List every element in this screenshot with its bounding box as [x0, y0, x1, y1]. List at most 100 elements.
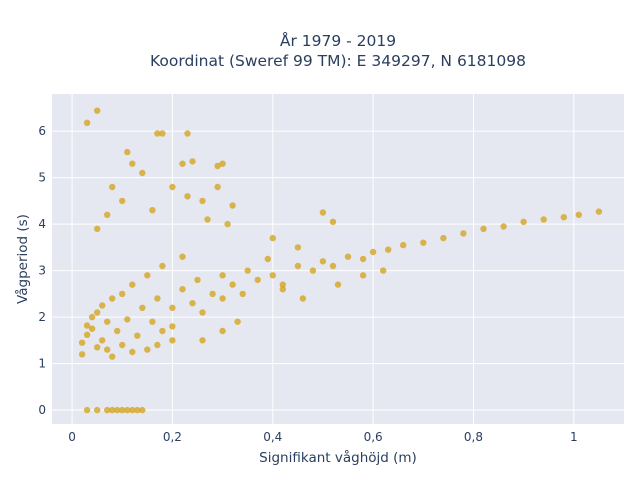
- data-point: [134, 406, 141, 414]
- data-point: [124, 316, 131, 323]
- data-point: [540, 216, 547, 223]
- data-point: [269, 272, 276, 279]
- x-axis-title: Signifikant våghöjd (m): [259, 449, 417, 466]
- data-point: [129, 160, 136, 167]
- data-point: [179, 286, 186, 293]
- data-point: [94, 309, 101, 316]
- x-tick-label: 0,4: [263, 430, 282, 444]
- data-point: [139, 169, 146, 177]
- data-point: [169, 323, 176, 330]
- data-point: [104, 346, 111, 353]
- x-axis-ticks: 0 0,2 0,4 0,6 0,8 1: [68, 430, 577, 444]
- data-point: [154, 130, 161, 137]
- data-point: [400, 241, 407, 249]
- data-point: [94, 225, 101, 232]
- data-point: [279, 281, 286, 288]
- data-point: [319, 258, 327, 265]
- data-point: [94, 107, 101, 114]
- data-point: [149, 207, 156, 214]
- data-point: [279, 286, 286, 293]
- data-point: [264, 255, 271, 263]
- data-point: [94, 344, 101, 351]
- data-point: [109, 183, 116, 191]
- data-point: [159, 327, 166, 335]
- data-point: [149, 318, 156, 325]
- data-point: [199, 309, 206, 316]
- data-point: [109, 295, 116, 302]
- data-point: [159, 262, 166, 270]
- data-point: [239, 290, 246, 298]
- data-point: [154, 341, 161, 349]
- data-point: [254, 276, 261, 284]
- data-point: [124, 406, 131, 414]
- data-point: [83, 406, 91, 414]
- y-tick-label: 3: [38, 264, 46, 278]
- y-tick-label: 0: [38, 403, 46, 417]
- data-points: [78, 107, 603, 414]
- data-point: [219, 327, 226, 335]
- data-point: [119, 290, 126, 298]
- data-point: [139, 304, 146, 311]
- data-point: [575, 211, 582, 218]
- data-point: [119, 406, 126, 414]
- data-point: [520, 218, 527, 225]
- data-point: [109, 406, 116, 414]
- y-tick-label: 2: [38, 310, 46, 324]
- chart-subtitle: Koordinat (Sweref 99 TM): E 349297, N 61…: [150, 52, 526, 70]
- data-point: [114, 406, 121, 414]
- data-point: [184, 193, 191, 200]
- data-point: [169, 337, 176, 344]
- data-point: [104, 211, 111, 218]
- data-point: [329, 262, 337, 270]
- x-tick-label: 1: [570, 430, 578, 444]
- data-point: [344, 253, 352, 260]
- data-point: [214, 183, 221, 191]
- data-point: [199, 337, 206, 344]
- data-point: [214, 162, 221, 170]
- data-point: [209, 290, 216, 298]
- data-point: [199, 197, 206, 205]
- data-point: [169, 304, 176, 311]
- data-point: [83, 119, 91, 127]
- data-point: [204, 216, 211, 223]
- chart-title: År 1979 - 2019: [280, 31, 396, 50]
- y-tick-label: 6: [38, 124, 46, 138]
- y-axis-title: Vågperiod (s): [14, 214, 31, 304]
- data-point: [244, 267, 251, 274]
- y-tick-label: 4: [38, 217, 46, 231]
- data-point: [309, 267, 317, 274]
- data-point: [189, 300, 196, 307]
- data-point: [440, 234, 447, 242]
- plot-area: [52, 94, 624, 424]
- data-point: [104, 318, 111, 325]
- data-point: [369, 248, 377, 256]
- data-point: [460, 230, 467, 237]
- data-point: [420, 239, 427, 246]
- data-point: [329, 218, 337, 225]
- data-point: [224, 220, 231, 228]
- data-point: [88, 325, 96, 332]
- data-point: [380, 267, 387, 274]
- data-point: [99, 337, 106, 344]
- data-point: [229, 202, 236, 209]
- data-point: [114, 327, 121, 335]
- data-point: [159, 130, 166, 137]
- x-tick-label: 0,6: [364, 430, 383, 444]
- data-point: [595, 208, 603, 215]
- data-point: [500, 223, 507, 230]
- data-point: [94, 406, 101, 414]
- data-point: [219, 160, 226, 167]
- data-point: [83, 331, 91, 338]
- data-point: [129, 281, 136, 288]
- data-point: [119, 197, 126, 205]
- data-point: [83, 322, 91, 329]
- data-point: [139, 406, 146, 414]
- data-point: [294, 244, 302, 251]
- data-point: [109, 353, 116, 360]
- data-point: [319, 209, 327, 216]
- data-point: [129, 406, 136, 414]
- data-point: [219, 295, 226, 302]
- data-point: [154, 295, 161, 302]
- data-point: [219, 272, 226, 279]
